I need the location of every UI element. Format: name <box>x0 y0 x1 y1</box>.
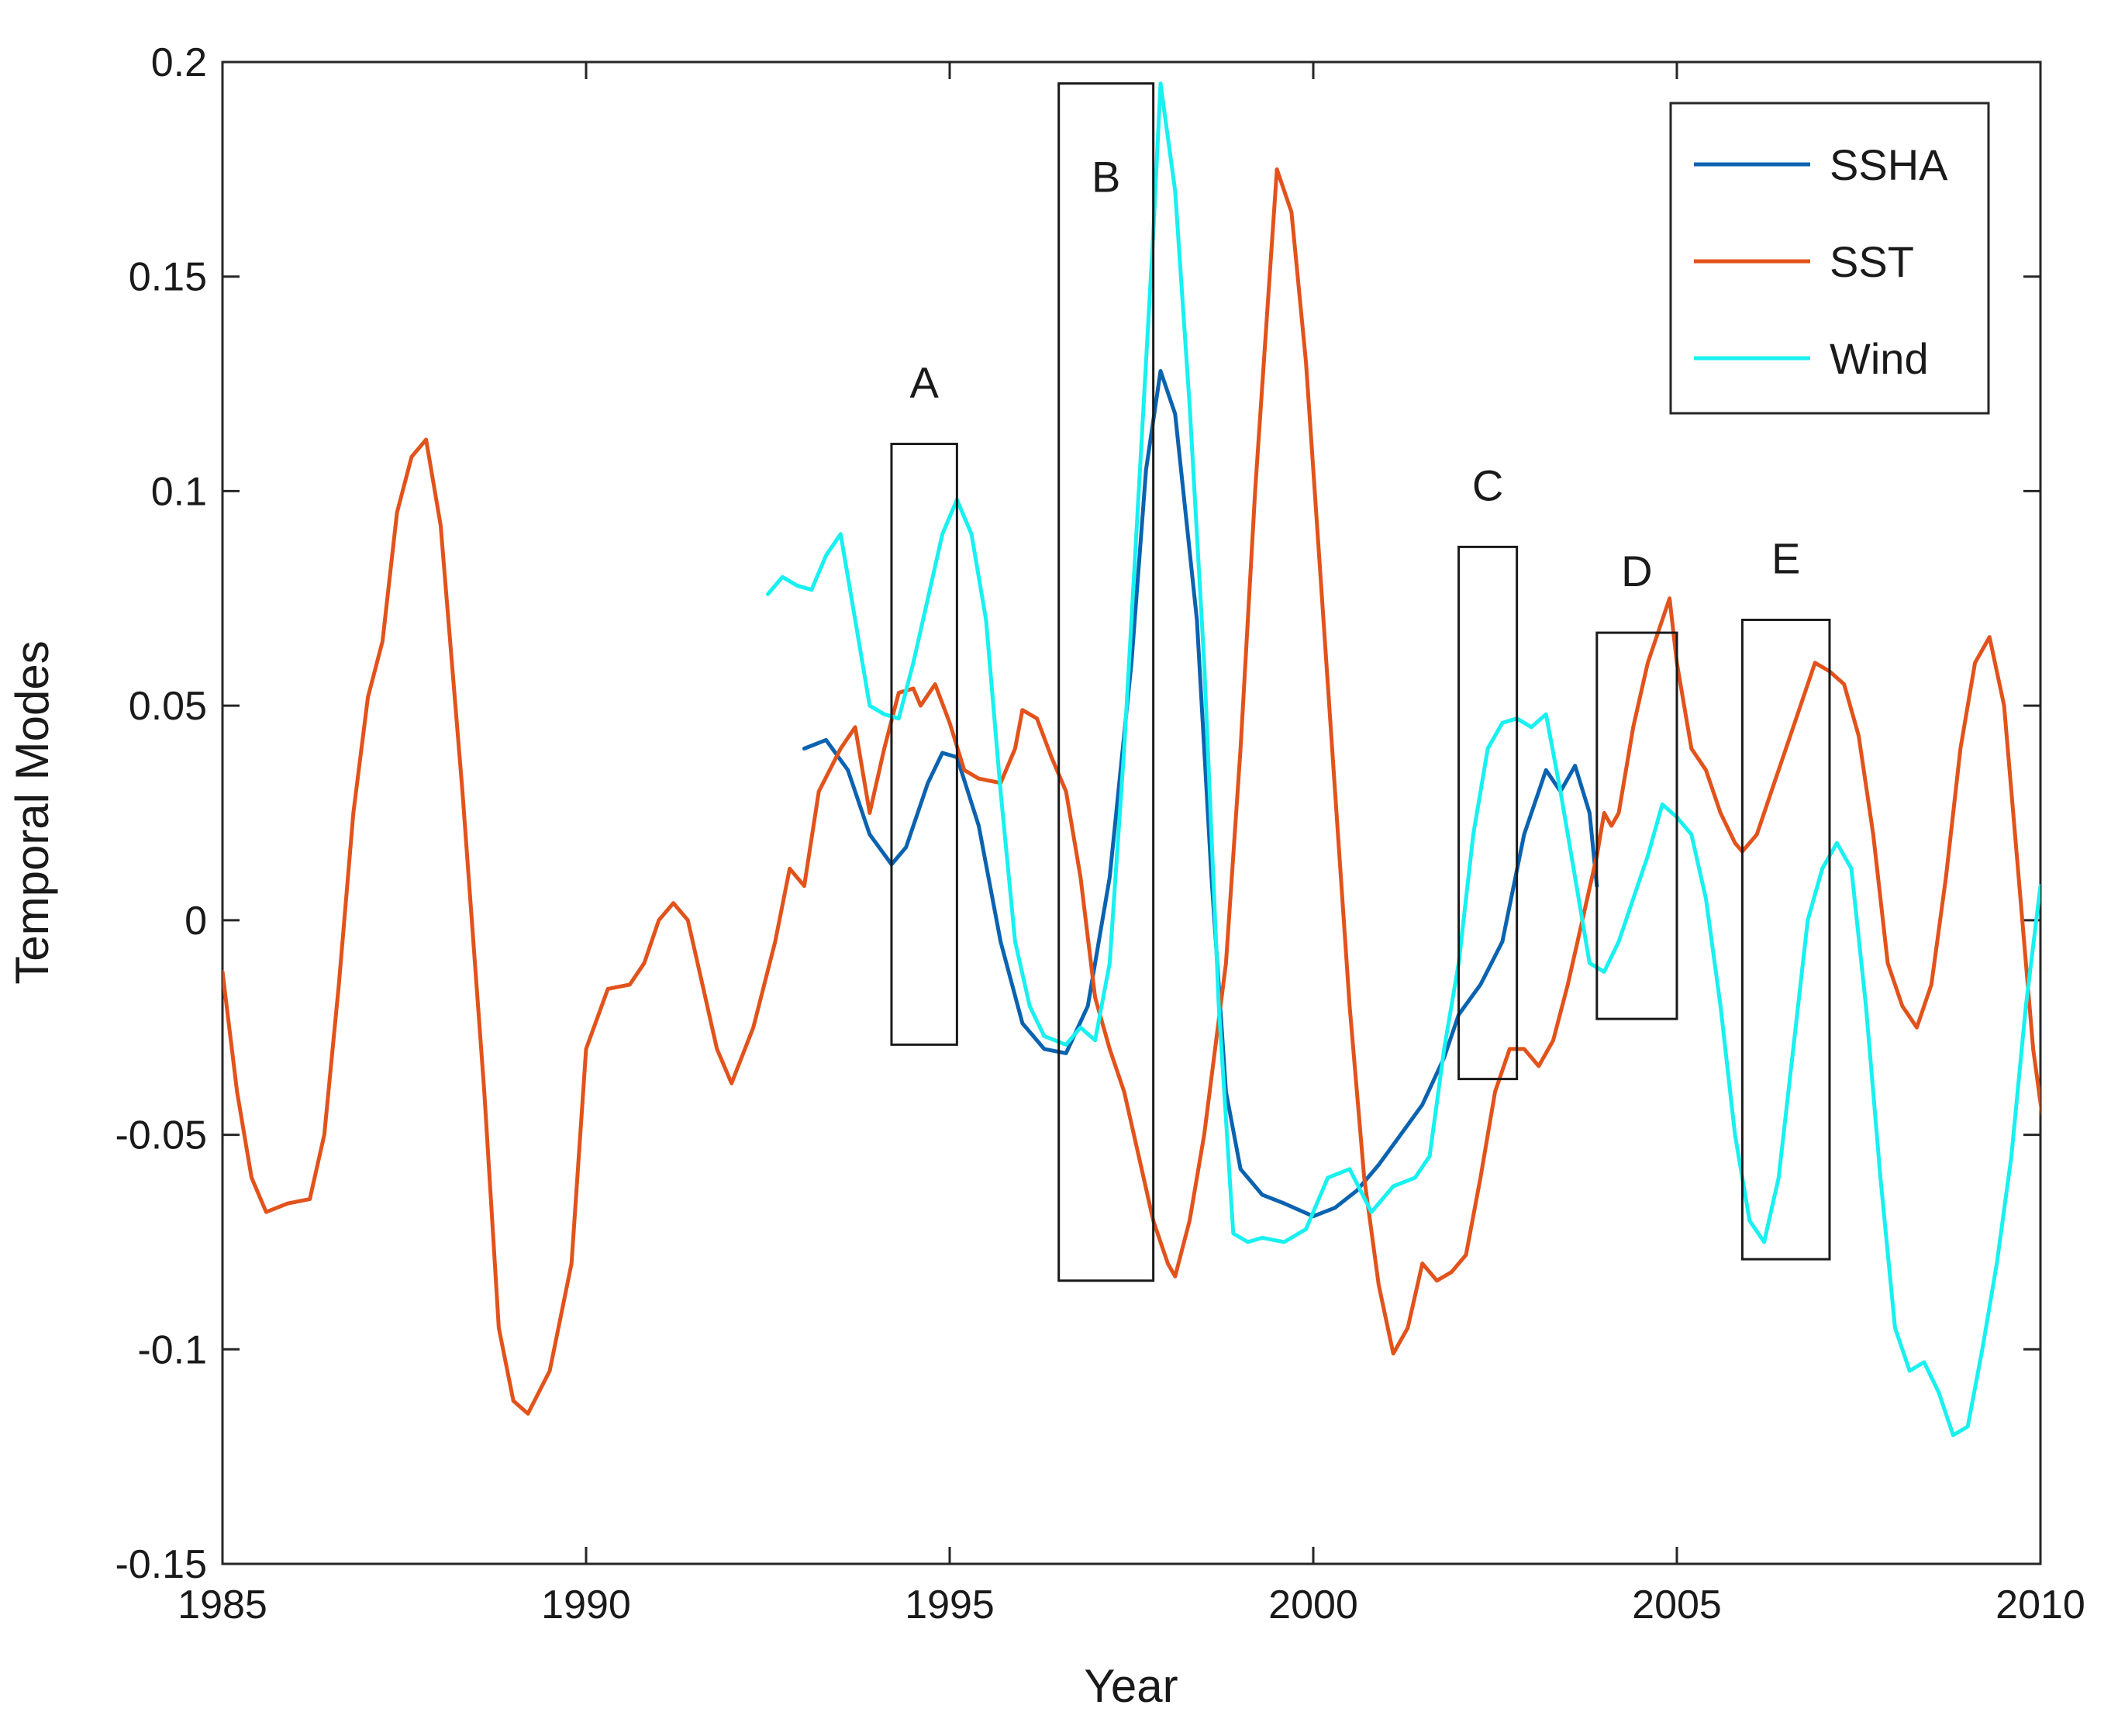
annotation-box-b <box>1057 82 1155 1282</box>
annotation-box-c <box>1457 545 1519 1081</box>
legend-label-ssha: SSHA <box>1830 140 1948 189</box>
y-tick-label: 0 <box>185 899 207 944</box>
x-tick-label: 1995 <box>905 1582 995 1627</box>
annotation-label-e: E <box>1771 533 1800 582</box>
annotation-label-c: C <box>1472 461 1503 509</box>
x-axis-title: Year <box>1084 1660 1178 1712</box>
axis-ticks: 1985 1990 1995 2000 2005 2010 -0.15 -0.1 -0.05 0 0… <box>115 40 2085 1627</box>
x-tick-label: 2000 <box>1268 1582 1358 1627</box>
series-layer <box>222 81 2040 1437</box>
annotation-box-a <box>890 443 958 1046</box>
y-tick-label: -0.1 <box>137 1327 207 1372</box>
legend-label-wind: Wind <box>1830 334 1929 383</box>
x-tick-label: 1985 <box>178 1582 267 1627</box>
y-tick-label: 0.05 <box>129 684 207 729</box>
series-line-sst <box>222 167 2040 1416</box>
annotation-label-b: B <box>1092 153 1120 202</box>
y-tick-label: 0.2 <box>151 40 207 85</box>
annotation-box-e <box>1740 618 1831 1261</box>
legend-label-sst: SST <box>1830 237 1914 286</box>
annotation-box-d <box>1595 631 1678 1020</box>
series-line-wind <box>766 81 2040 1437</box>
x-tick-label: 1990 <box>541 1582 631 1627</box>
x-tick-label: 2005 <box>1632 1582 1722 1627</box>
legend-box <box>1669 102 1990 415</box>
legend: SSHA SST Wind <box>1669 102 1990 415</box>
y-axis-title: Temporal Modes <box>6 640 58 985</box>
y-tick-label: 0.1 <box>151 469 207 514</box>
y-tick-label: 0.15 <box>129 255 207 300</box>
annotation-boxes: A B C D E <box>890 82 1831 1282</box>
series-line-ssha <box>802 369 1599 1219</box>
x-tick-label: 2010 <box>1995 1582 2085 1627</box>
annotation-label-d: D <box>1621 547 1652 595</box>
annotation-label-a: A <box>909 358 939 407</box>
y-tick-label: -0.05 <box>115 1113 207 1158</box>
y-tick-label: -0.15 <box>115 1542 207 1587</box>
